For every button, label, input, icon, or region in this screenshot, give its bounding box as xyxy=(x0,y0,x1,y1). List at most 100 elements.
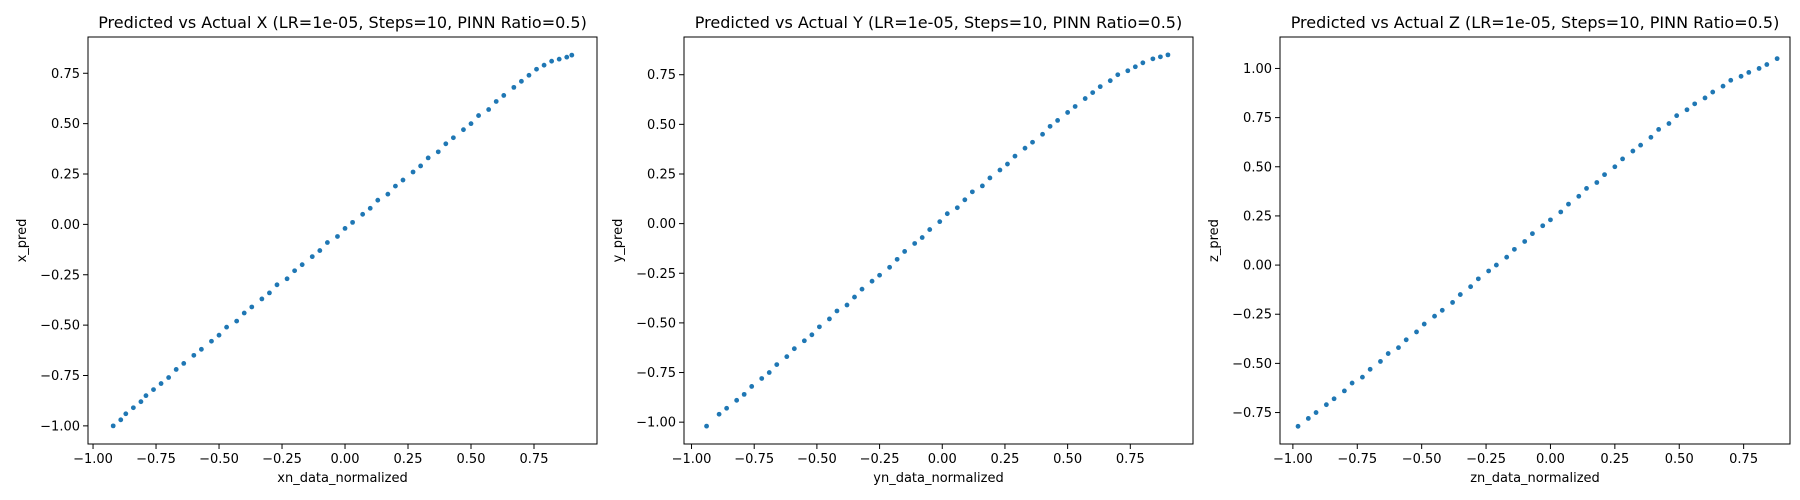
data-point xyxy=(1594,180,1600,185)
data-point xyxy=(887,264,893,270)
chart-1: −1.00 −0.75 −0.50 −0.25 0.00 0.25 0.50 0.75 −1.0… xyxy=(611,13,1194,486)
data-point xyxy=(1115,72,1121,78)
data-point xyxy=(158,381,164,386)
x-tick-label: 0.50 xyxy=(457,452,486,467)
data-point xyxy=(1132,64,1138,70)
data-point xyxy=(844,302,850,308)
chart-title: Predicted vs Actual X (LR=1e-05, Steps=1… xyxy=(98,13,587,32)
data-point xyxy=(173,367,179,372)
data-point xyxy=(385,191,391,197)
scatter-points xyxy=(1295,56,1780,429)
data-point xyxy=(766,370,772,375)
y-tick-label: 0.75 xyxy=(1243,111,1272,126)
data-point xyxy=(181,361,187,366)
data-point xyxy=(118,417,124,423)
data-point xyxy=(1040,131,1045,137)
y-tick-label: 0.25 xyxy=(1243,209,1272,224)
data-point xyxy=(1403,337,1409,343)
data-point xyxy=(1414,329,1419,335)
data-point xyxy=(852,294,857,300)
data-point xyxy=(292,268,298,274)
data-point xyxy=(1107,78,1113,84)
data-point xyxy=(1385,351,1391,356)
x-tick-label: −0.50 xyxy=(199,452,239,467)
data-point xyxy=(519,78,524,84)
data-point xyxy=(400,177,406,183)
x-tick-label: 0.00 xyxy=(331,452,360,467)
data-point xyxy=(418,163,424,169)
chart-title: Predicted vs Actual Y (LR=1e-05, Steps=1… xyxy=(695,13,1182,32)
data-point xyxy=(468,121,474,127)
data-point xyxy=(919,235,925,240)
x-tick-label: −0.25 xyxy=(1466,452,1506,467)
data-point xyxy=(375,197,381,203)
data-point xyxy=(774,362,780,367)
data-point xyxy=(1158,54,1163,60)
plot-frame xyxy=(1279,36,1791,445)
data-point xyxy=(759,376,765,381)
data-point xyxy=(734,397,740,403)
data-point xyxy=(476,113,481,118)
data-point xyxy=(1738,73,1744,79)
data-point xyxy=(1728,77,1734,83)
y-tick-label: −1.00 xyxy=(40,419,80,434)
data-point xyxy=(493,99,499,104)
data-point xyxy=(1349,380,1355,386)
data-point xyxy=(962,197,968,203)
data-point xyxy=(809,332,815,338)
data-point xyxy=(1702,95,1708,101)
data-point xyxy=(1764,62,1770,67)
data-point xyxy=(130,405,136,411)
y-tick-label: −0.50 xyxy=(636,316,676,331)
y-tick-label: 0.25 xyxy=(647,167,676,182)
x-tick-label: −0.25 xyxy=(262,452,302,467)
data-point xyxy=(1684,107,1690,113)
data-point xyxy=(324,240,330,245)
data-point xyxy=(834,308,840,314)
data-point xyxy=(198,346,204,352)
data-point xyxy=(1511,246,1517,252)
data-point xyxy=(1150,56,1156,62)
data-point xyxy=(1638,142,1644,148)
data-point xyxy=(912,241,918,246)
data-point xyxy=(716,411,722,417)
data-point xyxy=(138,399,144,405)
plot-frame xyxy=(683,36,1194,445)
data-point xyxy=(435,149,441,155)
data-point xyxy=(1548,217,1553,223)
data-point xyxy=(1367,366,1373,372)
y-tick-label: 0.50 xyxy=(1243,160,1272,175)
data-point xyxy=(791,346,797,352)
data-point xyxy=(1295,423,1301,429)
data-point xyxy=(1774,56,1780,62)
data-point xyxy=(191,352,197,358)
data-point xyxy=(342,226,348,231)
data-point xyxy=(724,405,730,411)
data-point xyxy=(937,219,943,225)
data-point xyxy=(894,256,900,262)
data-point xyxy=(817,324,822,330)
x-axis-label: yn_data_normalized xyxy=(873,471,1003,486)
data-point xyxy=(1630,148,1636,154)
data-point xyxy=(1558,209,1564,215)
data-point xyxy=(151,387,156,392)
data-point xyxy=(784,354,790,360)
y-tick-label: −0.50 xyxy=(40,319,80,334)
x-tick-label: 0.50 xyxy=(1053,452,1082,467)
data-point xyxy=(1331,396,1337,402)
data-point xyxy=(827,316,832,322)
data-point xyxy=(1710,89,1716,95)
data-point xyxy=(526,72,532,78)
data-point xyxy=(1097,84,1103,90)
x-tick-label: 0.75 xyxy=(520,452,549,467)
data-point xyxy=(1082,96,1088,101)
y-tick-label: −0.75 xyxy=(40,369,80,384)
data-point xyxy=(1450,300,1455,305)
data-point xyxy=(143,393,149,399)
data-point xyxy=(1486,268,1492,274)
data-point xyxy=(1012,153,1018,159)
y-tick-label: −0.50 xyxy=(1232,357,1272,372)
data-point xyxy=(704,423,709,429)
y-tick-label: 0.75 xyxy=(51,67,80,82)
